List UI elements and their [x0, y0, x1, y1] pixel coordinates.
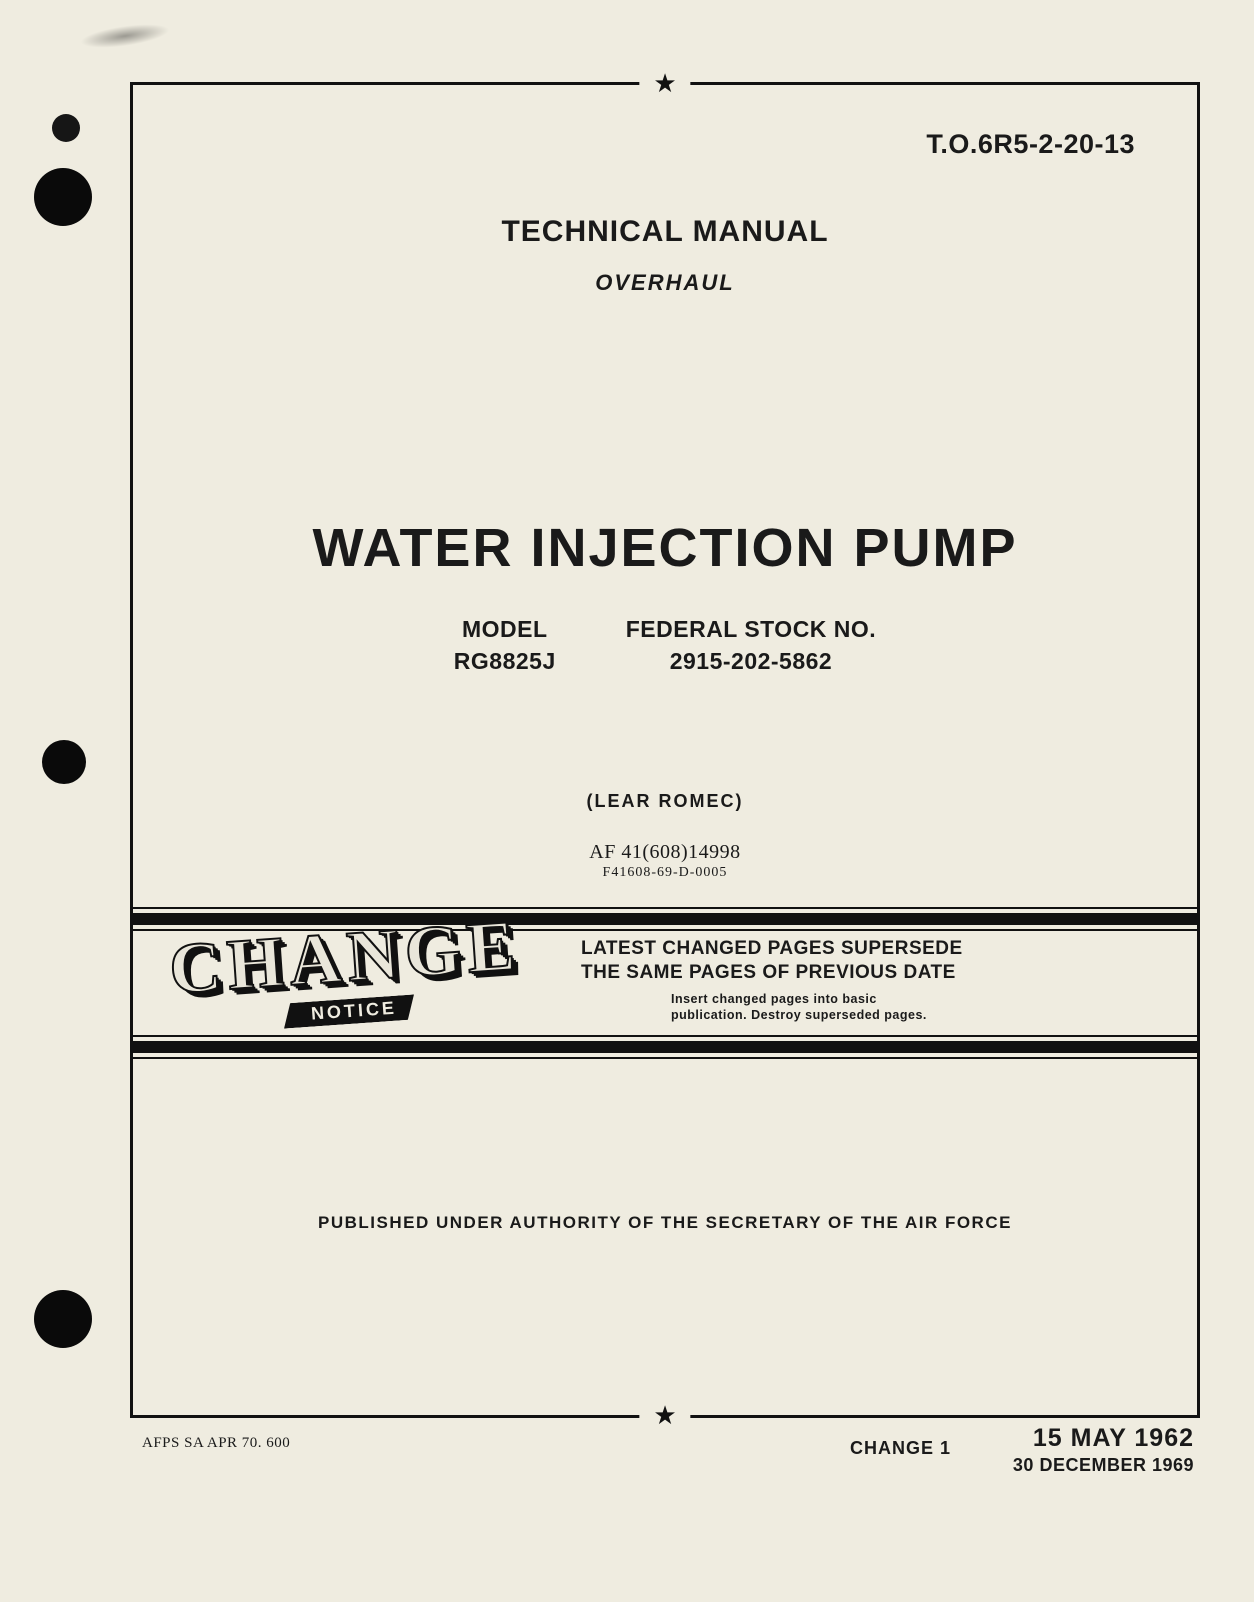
revision-date: 30 DECEMBER 1969: [1013, 1455, 1194, 1476]
original-date: 15 MAY 1962: [1033, 1424, 1194, 1453]
document-subtype: OVERHAUL: [133, 270, 1197, 296]
document-type-heading: TECHNICAL MANUAL: [133, 215, 1197, 249]
print-info: AFPS SA APR 70. 600: [142, 1435, 290, 1452]
document-title: WATER INJECTION PUMP: [133, 517, 1197, 579]
contract-number-1: AF 41(608)14998: [133, 841, 1197, 864]
model-value: RG8825J: [454, 645, 556, 677]
fsn-label: FEDERAL STOCK NO.: [626, 613, 876, 645]
model-label: MODEL: [454, 613, 556, 645]
manufacturer-name: (LEAR ROMEC): [133, 791, 1197, 812]
change-headline-1: LATEST CHANGED PAGES SUPERSEDE: [581, 937, 1161, 961]
document-page: ★ ★ T.O.6R5-2-20-13 TECHNICAL MANUAL OVE…: [0, 0, 1254, 1602]
star-icon: ★: [639, 1403, 690, 1429]
fsn-value: 2915-202-5862: [626, 645, 876, 677]
change-notice-banner: CHANGE NOTICE LATEST CHANGED PAGES SUPER…: [133, 907, 1197, 1067]
spec-row: MODEL RG8825J FEDERAL STOCK NO. 2915-202…: [133, 613, 1197, 677]
paper-smudge: [79, 20, 171, 52]
technical-order-number: T.O.6R5-2-20-13: [926, 129, 1135, 160]
title-frame: ★ ★ T.O.6R5-2-20-13 TECHNICAL MANUAL OVE…: [130, 82, 1200, 1418]
change-sub-1: Insert changed pages into basic: [671, 991, 1161, 1008]
punch-hole-icon: [42, 740, 86, 784]
fsn-spec: FEDERAL STOCK NO. 2915-202-5862: [626, 613, 876, 677]
change-number: CHANGE 1: [850, 1438, 951, 1459]
punch-hole-icon: [34, 1290, 92, 1348]
binder-mark: [52, 114, 80, 142]
star-icon: ★: [639, 71, 690, 97]
change-instructions: Insert changed pages into basic publicat…: [671, 991, 1161, 1025]
publication-authority: PUBLISHED UNDER AUTHORITY OF THE SECRETA…: [133, 1213, 1197, 1233]
change-notice-text: LATEST CHANGED PAGES SUPERSEDE THE SAME …: [581, 937, 1161, 1024]
punch-hole-icon: [34, 168, 92, 226]
model-spec: MODEL RG8825J: [454, 613, 556, 677]
banner-rule-bottom: [133, 1035, 1197, 1059]
change-sub-2: publication. Destroy superseded pages.: [671, 1007, 1161, 1024]
change-headline-2: THE SAME PAGES OF PREVIOUS DATE: [581, 961, 1161, 985]
contract-number-2: F41608-69-D-0005: [133, 865, 1197, 881]
